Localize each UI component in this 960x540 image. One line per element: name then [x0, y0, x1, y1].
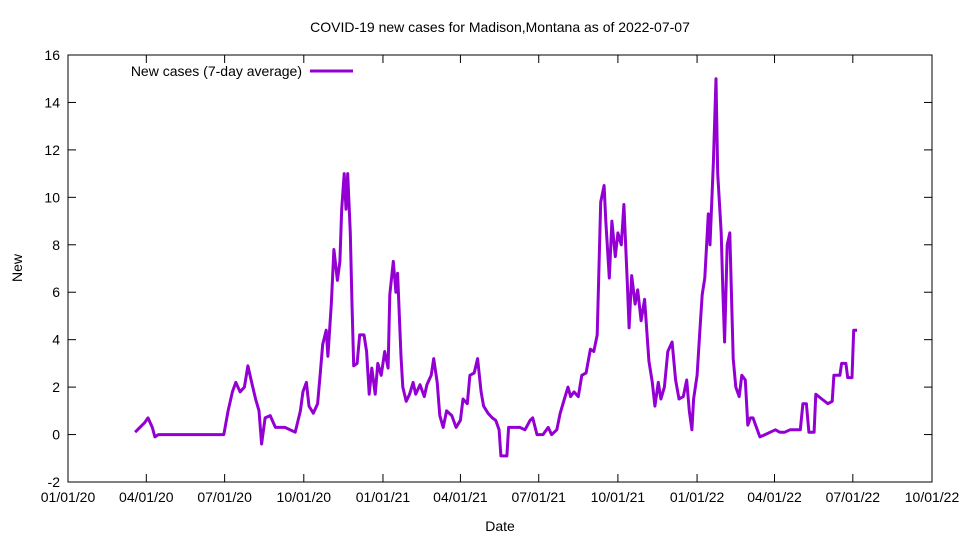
y-tick-label: 4 — [52, 332, 60, 348]
x-tick-label: 04/01/20 — [119, 489, 174, 505]
x-tick-label: 10/01/20 — [277, 489, 332, 505]
y-tick-label: 0 — [52, 427, 60, 443]
y-tick-label: -2 — [48, 474, 61, 490]
x-tick-label: 07/01/20 — [197, 489, 252, 505]
x-tick-label: 10/01/21 — [591, 489, 646, 505]
legend-label: New cases (7-day average) — [131, 63, 302, 79]
y-tick-label: 12 — [44, 142, 60, 158]
x-tick-label: 10/01/22 — [905, 489, 960, 505]
x-tick-label: 04/01/22 — [747, 489, 802, 505]
x-tick-label: 07/01/21 — [511, 489, 566, 505]
y-tick-label: 6 — [52, 284, 60, 300]
x-tick-label: 04/01/21 — [433, 489, 488, 505]
y-axis-label: New — [9, 253, 25, 282]
chart-title: COVID-19 new cases for Madison,Montana a… — [310, 19, 690, 35]
y-tick-label: 8 — [52, 237, 60, 253]
x-tick-label: 01/01/22 — [670, 489, 725, 505]
x-tick-label: 01/01/20 — [41, 489, 96, 505]
y-tick-label: 16 — [44, 47, 60, 63]
plot-frame — [67, 54, 933, 483]
x-tick-label: 01/01/21 — [356, 489, 411, 505]
y-tick-label: 10 — [44, 189, 60, 205]
y-tick-label: 2 — [52, 379, 60, 395]
series-line-new-cases — [134, 77, 858, 458]
legend: New cases (7-day average) — [131, 63, 353, 79]
x-axis-label: Date — [485, 518, 515, 534]
x-tick-label: 07/01/22 — [826, 489, 881, 505]
y-tick-label: 14 — [44, 94, 60, 110]
